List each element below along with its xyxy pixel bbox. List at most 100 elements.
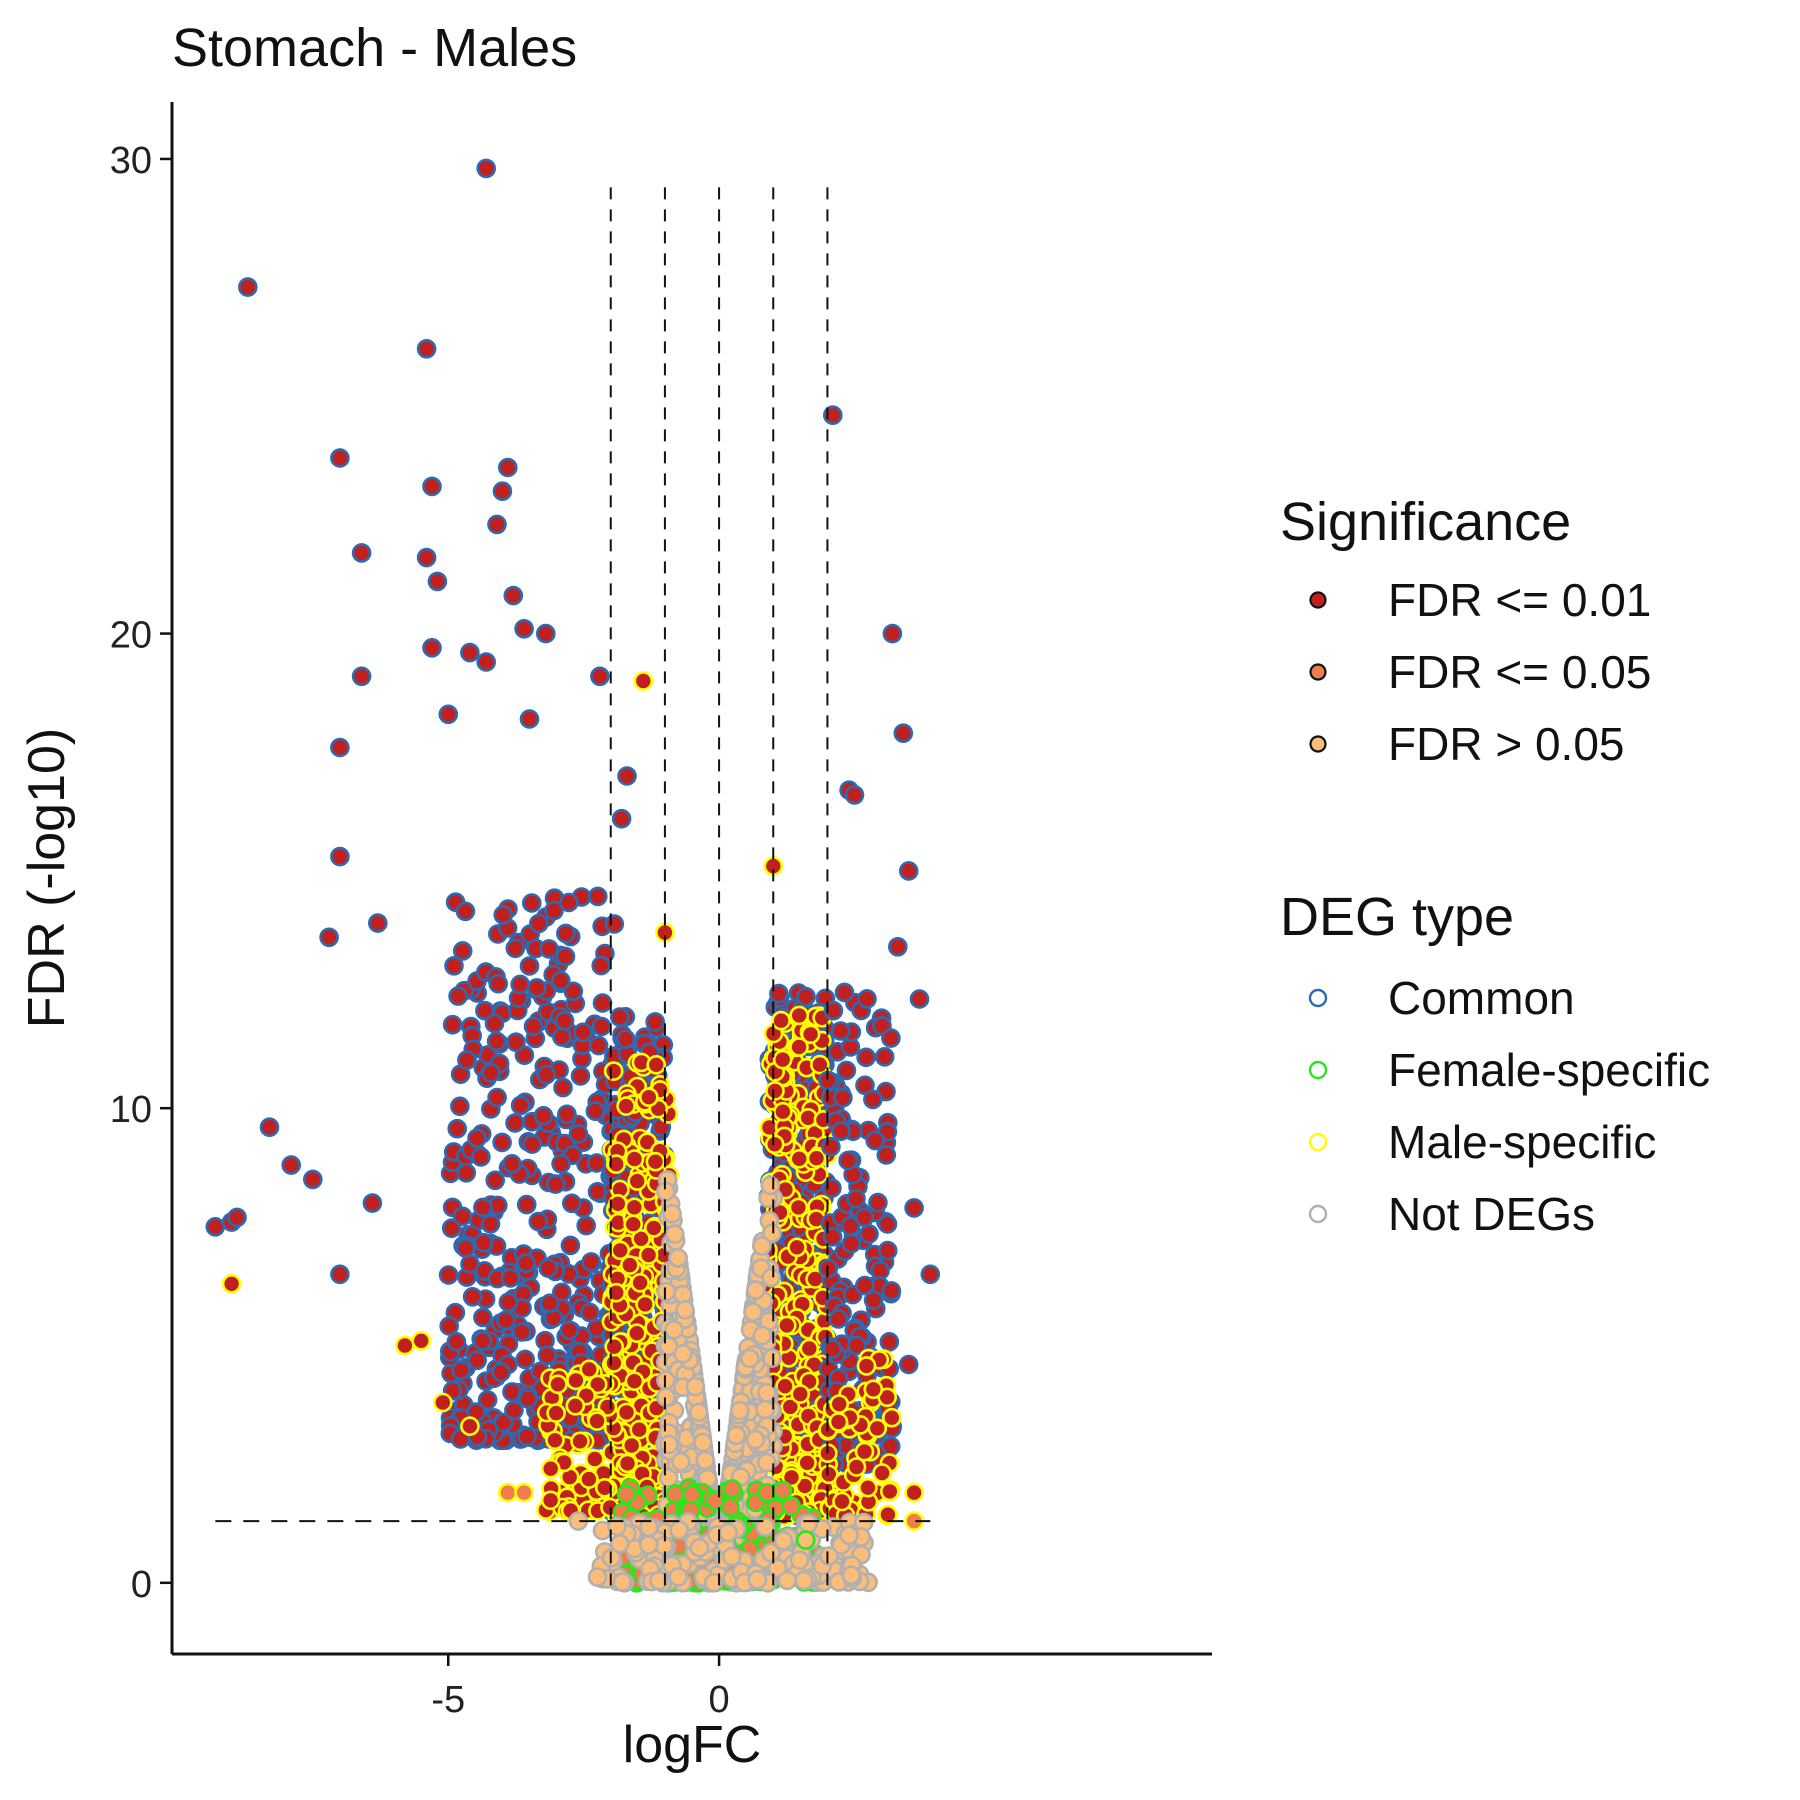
cluster-point xyxy=(526,978,547,998)
outlier-point xyxy=(362,1193,383,1213)
cluster-point xyxy=(764,1134,785,1155)
data-points xyxy=(205,158,941,1593)
cluster-point xyxy=(692,1432,713,1453)
cluster-point xyxy=(729,1400,750,1421)
outlier-point xyxy=(427,571,448,592)
cluster-point xyxy=(485,1170,506,1191)
cluster-point xyxy=(668,1567,689,1587)
outlier-point xyxy=(514,618,534,639)
cluster-point xyxy=(456,1163,477,1183)
cluster-point xyxy=(836,1060,857,1081)
cluster-point xyxy=(570,1066,591,1086)
cluster-point xyxy=(492,1132,512,1153)
cluster-point xyxy=(743,1302,763,1322)
outlier-point xyxy=(302,1169,323,1190)
cluster-point xyxy=(588,1035,609,1056)
cluster-point xyxy=(480,1214,501,1234)
cluster-point xyxy=(745,1429,766,1450)
cluster-point xyxy=(586,1153,607,1173)
outlier-point xyxy=(476,652,497,672)
cluster-point xyxy=(442,1014,463,1035)
cluster-point xyxy=(787,1237,807,1258)
cluster-point xyxy=(616,1402,637,1423)
outlier-point xyxy=(476,158,497,179)
outlier-point xyxy=(492,481,513,502)
cluster-point xyxy=(512,1322,532,1342)
cluster-point xyxy=(858,1477,878,1498)
cluster-point xyxy=(776,1315,797,1336)
cluster-point xyxy=(522,1134,543,1154)
cluster-point xyxy=(688,1402,709,1422)
cluster-point xyxy=(500,1268,521,1288)
cluster-point xyxy=(587,1567,608,1587)
outlier-point xyxy=(503,585,524,606)
legend-label-deg-type: Female-specific xyxy=(1388,1044,1710,1096)
cluster-point xyxy=(608,1194,628,1214)
cluster-point xyxy=(859,1224,879,1244)
cluster-point xyxy=(675,1300,695,1320)
cluster-point xyxy=(685,1376,706,1397)
cluster-point xyxy=(617,1453,638,1474)
cluster-point xyxy=(846,1457,867,1477)
cluster-point xyxy=(576,1215,597,1236)
cluster-point xyxy=(773,1101,793,1122)
cluster-point xyxy=(720,1497,740,1517)
cluster-point xyxy=(879,1332,900,1352)
cluster-point xyxy=(616,1096,636,1116)
cluster-point xyxy=(856,1047,876,1068)
cluster-point xyxy=(868,1192,888,1213)
outlier-point xyxy=(416,547,437,568)
cluster-point xyxy=(752,1325,773,1346)
cluster-point xyxy=(616,1484,637,1504)
outlier-point xyxy=(460,1416,480,1436)
cluster-point xyxy=(823,1000,844,1021)
cluster-point xyxy=(516,1253,536,1273)
cluster-point xyxy=(452,941,473,961)
cluster-point xyxy=(540,1458,561,1479)
cluster-point xyxy=(579,1469,599,1489)
outlier-point xyxy=(893,723,914,744)
cluster-point xyxy=(872,1463,892,1483)
cluster-point xyxy=(447,1118,468,1139)
outlier-point xyxy=(438,704,459,725)
cluster-point xyxy=(544,900,564,921)
outlier-point xyxy=(422,637,442,658)
y-tick-label: 30 xyxy=(110,140,152,182)
cluster-point xyxy=(548,1374,568,1395)
cluster-point xyxy=(819,1546,839,1566)
outlier-point xyxy=(205,1217,226,1237)
cluster-point xyxy=(533,1106,554,1126)
outlier-point xyxy=(259,1117,280,1137)
cluster-point xyxy=(762,1348,782,1368)
cluster-point xyxy=(789,1149,810,1169)
cluster-point xyxy=(585,1101,606,1121)
cluster-point xyxy=(565,1396,586,1416)
legend-title-significance: Significance xyxy=(1280,492,1571,552)
cluster-point xyxy=(635,1294,655,1315)
cluster-point xyxy=(718,1522,738,1543)
outlier-point xyxy=(611,808,632,829)
outlier-point xyxy=(703,1573,724,1593)
cluster-point xyxy=(570,1431,590,1452)
cluster-point xyxy=(510,974,531,995)
outlier-point xyxy=(795,1530,816,1550)
cluster-point xyxy=(557,1104,577,1125)
cluster-point xyxy=(656,1281,677,1302)
cluster-point xyxy=(609,1007,630,1027)
plot-title: Stomach - Males xyxy=(172,18,577,78)
cluster-point xyxy=(481,1063,501,1083)
cluster-point xyxy=(829,1394,850,1414)
cluster-point xyxy=(521,893,542,913)
legend-key-significance xyxy=(1309,735,1327,753)
outlier-point xyxy=(904,1198,924,1218)
cluster-point xyxy=(621,1435,642,1456)
outlier-point xyxy=(460,642,480,663)
cluster-point xyxy=(809,1054,830,1075)
cluster-point xyxy=(626,1323,647,1343)
cluster-point xyxy=(664,1320,684,1340)
outlier-point xyxy=(330,1264,350,1285)
threshold-lines xyxy=(215,187,931,1588)
cluster-point xyxy=(609,1533,630,1554)
x-axis-title: logFC xyxy=(623,1716,762,1774)
cluster-point xyxy=(841,1565,862,1585)
